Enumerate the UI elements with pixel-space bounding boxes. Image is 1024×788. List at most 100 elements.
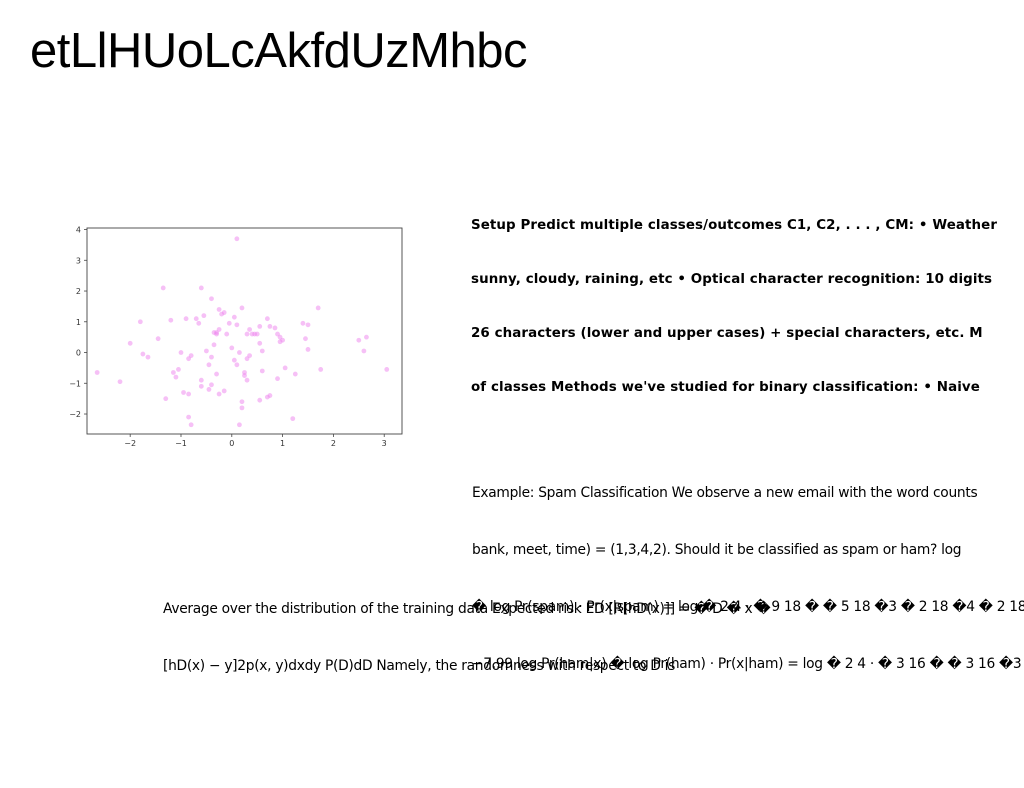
- scatter-point: [160, 285, 166, 291]
- scatter-point: [234, 322, 240, 328]
- example-text-line: Example: Spam Classification We observe …: [472, 485, 978, 501]
- example-text-block: Example: Spam Classification We observe …: [472, 446, 1024, 693]
- scatter-point: [168, 317, 174, 323]
- scatter-point: [257, 397, 263, 403]
- scatter-point: [229, 345, 235, 351]
- scatter-point: [206, 387, 212, 392]
- scatter-point: [186, 391, 192, 397]
- scatter-point: [140, 351, 146, 357]
- setup-text-line: of classes Methods we've studied for bin…: [471, 380, 980, 395]
- scatter-point: [117, 379, 123, 385]
- y-tick-label: −1: [69, 379, 81, 388]
- scatter-point: [203, 348, 209, 354]
- scatter-point: [188, 353, 194, 358]
- setup-text-line: sunny, cloudy, raining, etc • Optical ch…: [471, 272, 993, 287]
- scatter-point: [234, 362, 240, 368]
- plot-area: [86, 227, 403, 435]
- scatter-point: [181, 390, 186, 395]
- scatter-point: [257, 340, 263, 346]
- scatter-point: [247, 353, 252, 358]
- scatter-point: [170, 370, 176, 375]
- scatter-plot-figure: −2 −1 0 1 2 3 −2 −1 0 1 2 3 4: [62, 218, 412, 453]
- y-tick-label: −2: [69, 410, 81, 419]
- x-tick-label: −1: [175, 439, 187, 448]
- scatter-point: [183, 316, 189, 322]
- scatter-point: [221, 388, 227, 394]
- scatter-point: [247, 327, 252, 332]
- setup-text-line: 26 characters (lower and upper cases) + …: [471, 326, 983, 341]
- scatter-point: [163, 396, 169, 402]
- scatter-point: [216, 391, 222, 397]
- scatter-point: [173, 374, 179, 380]
- scatter-point: [356, 337, 362, 343]
- scatter-point: [318, 367, 324, 372]
- scatter-point: [226, 320, 232, 326]
- risk-text-line: [hD(x) − y]2p(x, y)dxdy P(D)dD Namely, t…: [163, 658, 676, 674]
- scatter-point: [127, 340, 133, 346]
- scatter-point: [231, 314, 237, 320]
- scatter-point: [201, 313, 207, 319]
- scatter-point: [211, 342, 217, 348]
- scatter-point: [244, 377, 250, 383]
- scatter-point: [300, 320, 306, 326]
- setup-text-block: Setup Predict multiple classes/outcomes …: [471, 181, 1024, 415]
- scatter-point: [193, 316, 199, 322]
- scatter-plot: −2 −1 0 1 2 3 −2 −1 0 1 2 3 4: [69, 226, 403, 448]
- scatter-point: [237, 422, 242, 428]
- scatter-point: [277, 334, 283, 340]
- page-title: etLlHUoLcAkfdUzMhbc: [30, 24, 528, 78]
- scatter-point: [264, 316, 270, 322]
- x-tick-label: 2: [331, 439, 336, 448]
- scatter-point: [209, 382, 214, 388]
- scatter-point: [188, 422, 194, 428]
- scatter-point: [305, 347, 311, 352]
- scatter-point: [224, 331, 230, 337]
- scatter-point: [290, 416, 296, 422]
- scatter-point: [259, 348, 265, 354]
- scatter-point: [303, 336, 308, 342]
- scatter-point: [94, 370, 100, 375]
- scatter-point: [254, 331, 260, 337]
- y-tick-label: 1: [76, 318, 81, 327]
- scatter-point: [272, 325, 278, 331]
- example-text-line: −7.99 log Pr(ham|x) � log Pr(ham) · Pr(x…: [472, 656, 1024, 672]
- scatter-point: [198, 285, 204, 291]
- scatter-point: [305, 322, 311, 328]
- scatter-point: [137, 319, 143, 325]
- scatter-point: [259, 368, 265, 374]
- scatter-point: [155, 336, 161, 342]
- scatter-point: [282, 365, 288, 371]
- scatter-point: [206, 362, 212, 368]
- example-text-line: � log Pr(spam) · Pr(x|spam) = log � 2 4 …: [472, 599, 1024, 615]
- scatter-point: [242, 373, 247, 378]
- scatter-point: [292, 371, 298, 377]
- scatter-point: [209, 296, 214, 302]
- scatter-point: [264, 394, 270, 400]
- scatter-point: [257, 323, 263, 329]
- y-tick-label: 2: [76, 287, 81, 296]
- scatter-point: [239, 405, 245, 411]
- scatter-point: [216, 307, 222, 312]
- scatter-point: [186, 414, 192, 420]
- scatter-point: [384, 367, 390, 372]
- scatter-point: [196, 320, 202, 326]
- example-text-line: bank, meet, time) = (1,3,4,2). Should it…: [472, 542, 962, 558]
- scatter-point: [198, 383, 204, 389]
- scatter-point: [361, 348, 367, 354]
- scatter-point: [145, 354, 151, 360]
- scatter-point: [244, 331, 250, 337]
- y-tick-label: 4: [76, 226, 81, 235]
- scatter-point: [231, 357, 237, 363]
- scatter-point: [234, 236, 240, 242]
- risk-text-line: Average over the distribution of the tra…: [163, 601, 771, 617]
- x-tick-label: −2: [124, 439, 136, 448]
- scatter-point: [239, 305, 245, 311]
- scatter-point: [176, 367, 181, 372]
- setup-text-line: Setup Predict multiple classes/outcomes …: [471, 218, 998, 233]
- scatter-point: [275, 376, 280, 382]
- scatter-point: [315, 305, 321, 311]
- risk-text-block: Average over the distribution of the tra…: [163, 562, 863, 695]
- scatter-point: [178, 350, 184, 355]
- scatter-point: [364, 334, 369, 340]
- scatter-point: [209, 354, 214, 360]
